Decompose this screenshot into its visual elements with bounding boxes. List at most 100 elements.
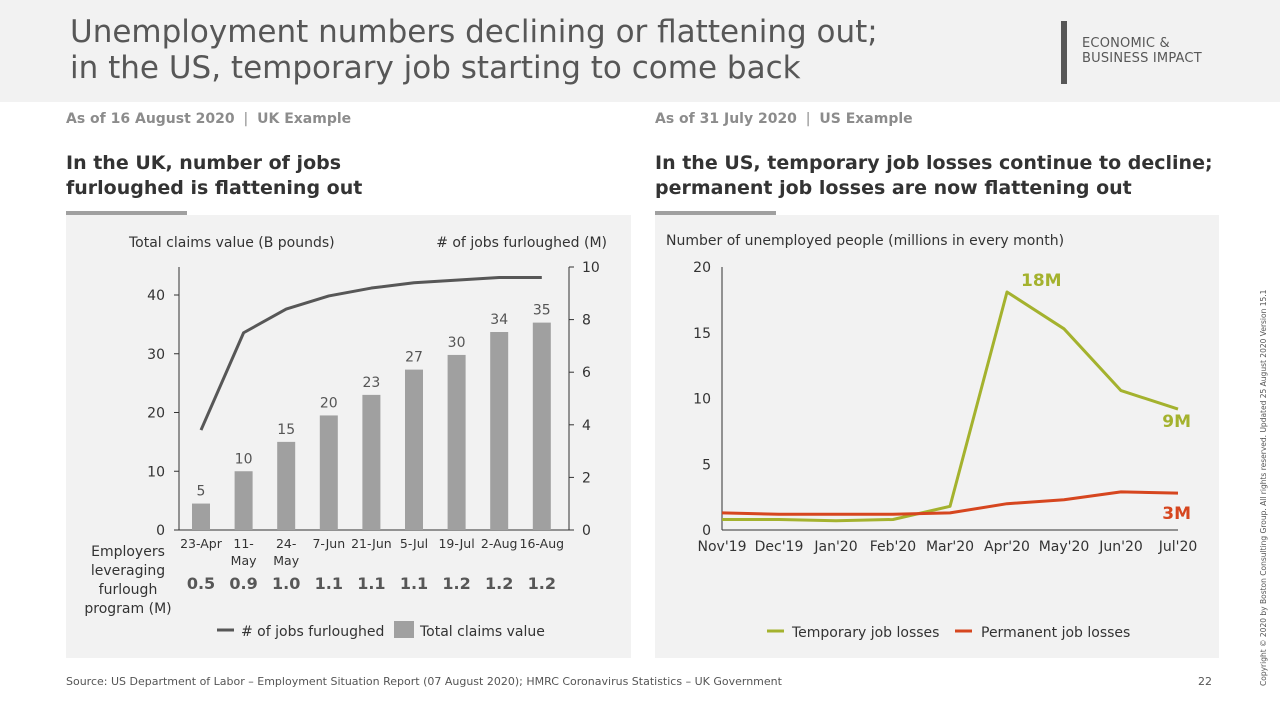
bar-data-label: 34 [490,312,508,328]
right-tick-label: 0 [582,523,591,539]
chart-title: Number of unemployed people (millions in… [666,233,1064,249]
bar-claims-value [192,503,210,530]
annotation-permanent-latest: 3M [1162,504,1191,524]
tag-line-2: BUSINESS IMPACT [1082,51,1202,66]
left-asof-separator: | [243,111,249,127]
copyright-note: Copyright © 2020 by Boston Consulting Gr… [1259,289,1268,686]
bar-data-label: 10 [235,451,253,467]
bar-data-label: 30 [448,335,466,351]
x-tick-label: May'20 [1039,539,1090,555]
right-tick-label: 2 [582,470,591,486]
employers-value: 1.2 [528,574,556,593]
bar-claims-value [234,471,253,530]
x-tick-label: 16-Aug [520,536,565,551]
legend-label-permanent: Permanent job losses [981,625,1130,641]
line-temporary-job-losses [722,290,1179,523]
tag-divider [1061,21,1067,84]
right-headline: In the US, temporary job losses continue… [655,151,1213,201]
x-tick-label: Nov'19 [698,539,747,555]
bar-data-label: 23 [362,375,380,391]
right-headline-line-2: permanent job losses are now flattening … [655,177,1132,199]
us-unemployment-chart: Number of unemployed people (millions in… [666,233,1198,641]
left-tick-label: 30 [147,347,165,363]
right-tick-label: 4 [582,418,591,434]
annotation-temporary-latest: 9M [1162,412,1191,432]
x-tick-label: Feb'20 [870,539,916,555]
left-asof: As of 16 August 2020 | UK Example [66,111,351,127]
left-headline: In the UK, number of jobs furloughed is … [66,151,362,201]
x-tick-label: Jun'20 [1098,539,1143,555]
header-band: Unemployment numbers declining or flatte… [0,0,1280,102]
x-tick-label: 5-Jul [400,536,428,551]
right-asof: As of 31 July 2020 | US Example [655,111,913,127]
page-title: Unemployment numbers declining or flatte… [70,14,970,86]
tag-line-1: ECONOMIC & [1082,36,1170,51]
title-line-1: Unemployment numbers declining or flatte… [70,14,878,50]
bar-data-label: 27 [405,350,423,366]
title-line-2: in the US, temporary job starting to com… [70,50,801,86]
bar-claims-value [277,441,296,530]
left-headline-line-1: In the UK, number of jobs [66,152,342,174]
x-tick-label: 19-Jul [438,536,474,551]
employers-label: program (M) [84,601,171,617]
uk-chart-panel: Total claims value (B pounds) # of jobs f… [66,215,631,658]
x-tick-label: 23-Apr [180,536,223,551]
bar-data-label: 35 [533,303,551,319]
x-tick-label: Jan'20 [813,539,857,555]
left-axis-label: Total claims value (B pounds) [128,235,335,251]
right-asof-example: US Example [819,111,913,127]
bar-claims-value [490,332,509,530]
line-permanent-job-losses [721,490,1179,516]
bar-data-label: 20 [320,395,338,411]
legend-swatch-claims-value [394,621,414,638]
left-asof-date: As of 16 August 2020 [66,111,235,127]
employers-value: 1.1 [357,574,385,593]
right-tick-label: 6 [582,365,591,381]
x-tick-label: Jul'20 [1158,539,1198,555]
left-tick-label: 20 [147,406,165,422]
x-tick-label: May [273,553,299,568]
y-tick-label: 10 [693,392,711,408]
left-tick-label: 0 [156,523,165,539]
source-note: Source: US Department of Labor – Employm… [66,675,782,688]
employers-label: leveraging [91,563,165,579]
bar-claims-value [362,394,381,530]
line-jobs-furloughed [199,276,542,431]
employers-label: furlough [99,582,158,598]
bar-data-label: 15 [277,422,295,438]
annotation-peak: 18M [1021,271,1062,291]
x-tick-label: Apr'20 [984,539,1030,555]
x-tick-label: 11- [233,536,253,551]
y-tick-label: 5 [702,457,711,473]
x-tick-label: May [231,553,257,568]
bar-claims-value [319,415,338,530]
right-axis-label: # of jobs furloughed (M) [436,235,607,251]
employers-value: 1.1 [315,574,343,593]
bar-data-label: 5 [197,484,206,500]
x-tick-label: 2-Aug [481,536,518,551]
right-asof-date: As of 31 July 2020 [655,111,797,127]
left-headline-underline [66,211,187,215]
left-asof-example: UK Example [257,111,352,127]
employers-value: 1.0 [272,574,300,593]
x-tick-label: 7-Jun [312,536,345,551]
right-headline-line-1: In the US, temporary job losses continue… [655,152,1213,174]
x-tick-label: 24- [276,536,296,551]
right-tick-label: 8 [582,313,591,329]
uk-furlough-chart: Total claims value (B pounds) # of jobs f… [84,235,607,640]
employers-value: 1.1 [400,574,428,593]
employers-label: Employers [91,544,165,560]
y-tick-label: 20 [693,260,711,276]
section-tag: ECONOMIC & BUSINESS IMPACT [1082,36,1202,66]
right-asof-separator: | [805,111,811,127]
legend-label-temporary: Temporary job losses [791,625,939,641]
y-tick-label: 15 [693,326,711,342]
legend-label-jobs-furloughed: # of jobs furloughed [241,624,384,640]
x-tick-label: Mar'20 [926,539,974,555]
employers-value: 1.2 [442,574,470,593]
bar-claims-value [532,322,551,530]
x-tick-label: Dec'19 [755,539,804,555]
y-tick-label: 0 [702,523,711,539]
employers-value: 1.2 [485,574,513,593]
bar-claims-value [447,354,466,530]
